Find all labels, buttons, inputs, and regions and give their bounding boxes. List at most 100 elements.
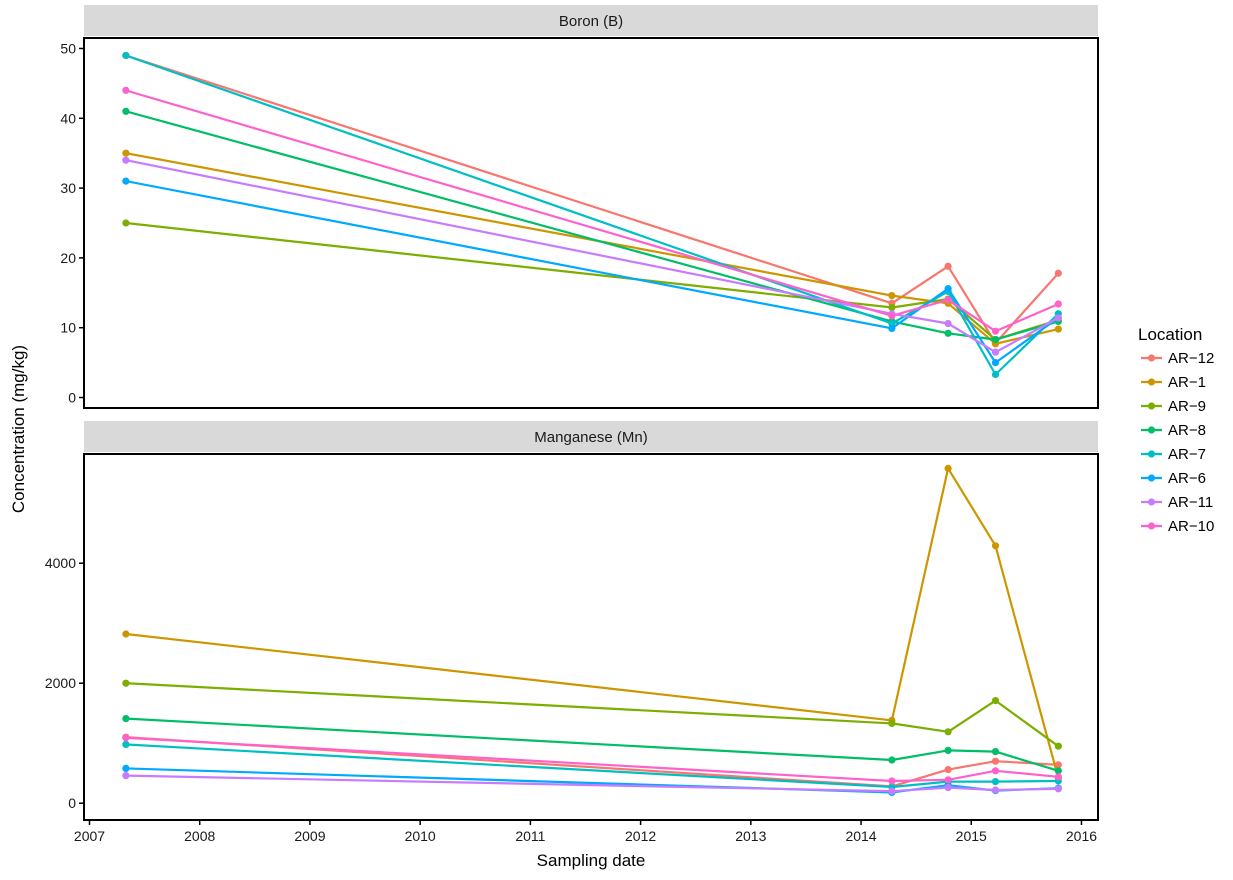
legend-item: AR−1 (1141, 374, 1206, 391)
data-point (944, 329, 952, 337)
data-point (1054, 314, 1062, 322)
data-point (888, 312, 896, 320)
legend-item: AR−10 (1141, 518, 1214, 535)
data-point (1054, 269, 1062, 277)
y-tick-label: 30 (60, 180, 76, 196)
data-point (122, 86, 130, 94)
x-tick-label: 2012 (625, 828, 656, 844)
legend-swatch-point (1147, 378, 1156, 386)
data-point (122, 219, 130, 227)
legend-swatch-point (1147, 426, 1156, 434)
data-point (888, 303, 896, 312)
data-point (944, 319, 952, 328)
data-point (888, 777, 896, 785)
legend-label: AR−10 (1168, 518, 1214, 535)
legend-item: AR−6 (1141, 470, 1206, 487)
series-line-ar9 (125, 682, 1059, 748)
data-point (991, 370, 1000, 379)
series-line-ar10 (125, 89, 1059, 333)
y-axis-boron: 0 10 20 30 40 50 (60, 40, 84, 406)
x-tick-label: 2014 (845, 828, 876, 844)
panel-title-boron: Boron (B) (559, 13, 623, 30)
data-point (991, 335, 1000, 344)
x-tick-label: 2016 (1066, 828, 1097, 844)
legend-swatch-point (1147, 474, 1156, 482)
data-point (944, 285, 952, 293)
y-tick-label: 20 (60, 250, 76, 266)
data-point (991, 767, 1000, 775)
legend-label: AR−11 (1168, 494, 1213, 511)
data-point (944, 728, 952, 736)
x-tick-label: 2007 (74, 828, 105, 844)
data-point (944, 262, 952, 270)
data-point (122, 740, 130, 749)
data-point (122, 156, 130, 164)
data-point (1054, 325, 1062, 333)
data-point (991, 359, 1000, 367)
data-point (122, 630, 130, 638)
data-point (122, 734, 130, 742)
data-point (991, 757, 1000, 765)
strip-manganese (84, 421, 1098, 452)
data-point (991, 748, 1000, 756)
legend-item: AR−12 (1141, 350, 1214, 367)
panel-title-manganese: Manganese (Mn) (534, 429, 647, 446)
data-point (991, 542, 1000, 550)
legend-item: AR−7 (1141, 446, 1206, 463)
x-tick-label: 2009 (294, 828, 325, 844)
data-point (1054, 742, 1062, 750)
data-point (1054, 300, 1062, 308)
strip-boron (84, 5, 1098, 36)
panel-manganese: Manganese (Mn) 0 2000 4000 (45, 421, 1099, 821)
y-tick-label: 4000 (45, 555, 76, 571)
data-point (122, 679, 130, 687)
y-tick-label: 0 (68, 390, 76, 406)
data-point (944, 464, 952, 472)
panel-border-boron (83, 37, 1099, 409)
data-point (944, 766, 952, 774)
legend-item: AR−11 (1141, 494, 1213, 511)
legend-item: AR−9 (1141, 398, 1206, 415)
data-point (888, 324, 896, 333)
legend-title: Location (1138, 325, 1202, 344)
legend-label: AR−12 (1168, 350, 1214, 367)
data-point (888, 787, 896, 795)
data-point (1054, 767, 1062, 775)
data-point (944, 776, 952, 784)
data-point (991, 778, 1000, 786)
y-tick-label: 0 (68, 795, 76, 811)
y-tick-label: 40 (60, 110, 76, 126)
x-tick-label: 2008 (184, 828, 215, 844)
series-line-ar1 (125, 152, 1059, 345)
y-tick-label: 2000 (45, 675, 76, 691)
data-point (1054, 773, 1062, 781)
series-line-ar1 (125, 467, 1060, 779)
y-tick-label: 10 (60, 320, 76, 336)
data-point (1054, 761, 1062, 769)
x-tick-label: 2013 (735, 828, 766, 844)
data-point (888, 719, 896, 728)
panel-boron: Boron (B) 0 10 20 30 40 50 (60, 5, 1099, 409)
legend-label: AR−8 (1168, 422, 1206, 439)
series-line-ar6 (125, 180, 1059, 364)
legend-label: AR−9 (1168, 398, 1206, 415)
legend-swatch-point (1147, 354, 1156, 362)
data-point (944, 296, 952, 304)
panel-border-manganese (83, 453, 1099, 821)
y-axis-manganese: 0 2000 4000 (45, 555, 84, 811)
data-point (122, 177, 130, 185)
data-point (944, 746, 952, 755)
series-line-ar11 (125, 159, 1059, 354)
legend-item: AR−8 (1141, 422, 1206, 439)
x-axis-title: Sampling date (537, 851, 646, 870)
data-point (122, 149, 130, 157)
data-point (888, 292, 896, 300)
data-point (888, 756, 896, 764)
y-axis-title: Concentration (mg/kg) (9, 345, 28, 513)
legend-swatch-point (1147, 450, 1156, 458)
legend-label: AR−7 (1168, 446, 1206, 463)
data-point (1054, 785, 1062, 793)
data-point (991, 327, 1000, 335)
data-point (122, 772, 130, 780)
